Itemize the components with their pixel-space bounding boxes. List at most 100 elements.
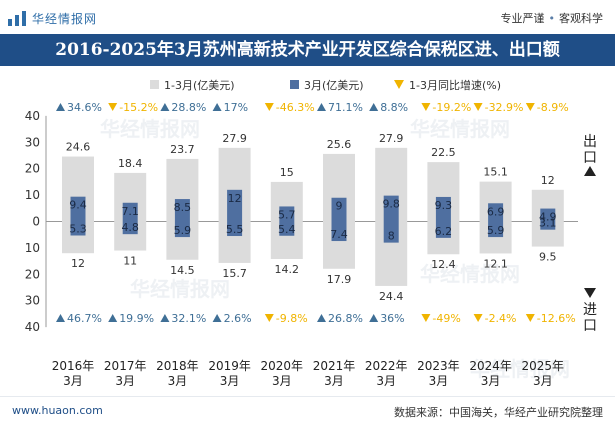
export-growth-triangle-icon-4 (264, 103, 274, 111)
bar-import-month-7 (435, 221, 451, 238)
label-export-cumulative-8: 15.1 (483, 166, 508, 179)
label-import-month-8: 5.9 (487, 224, 505, 237)
y-tick-label-0: 40 (25, 109, 40, 123)
x-tick-label-year-4: 2020年 (261, 359, 304, 373)
label-import-month-6: 8 (388, 230, 395, 243)
bar-export-month-6 (383, 195, 399, 222)
label-export-month-2: 8.5 (174, 201, 192, 214)
y-tick-label-2: 20 (25, 162, 40, 176)
legend-label-month: 3月(亿美元) (304, 79, 364, 92)
import-growth-triangle-icon-8 (473, 314, 483, 322)
label-export-cumulative-6: 27.9 (379, 132, 404, 145)
import-growth-triangle-icon-7 (421, 314, 431, 322)
brand-logo-icon (8, 11, 26, 26)
x-tick-label-year-6: 2022年 (365, 359, 408, 373)
label-import-cumulative-5: 17.9 (327, 273, 352, 286)
label-import-cumulative-4: 14.2 (275, 263, 300, 276)
tagline-left: 专业严谨 (500, 12, 545, 25)
label-export-cumulative-5: 25.6 (327, 138, 352, 151)
import-growth-triangle-icon-1 (108, 314, 118, 322)
label-import-cumulative-2: 14.5 (170, 264, 195, 277)
label-export-cumulative-7: 22.5 (431, 146, 456, 159)
top-bar: 华经情报网 专业严谨 • 客观科学 (0, 0, 615, 34)
export-growth-triangle-icon-1 (108, 103, 118, 111)
export-arrow-up-icon (584, 166, 596, 176)
side-label-export-char-0: 出 (583, 134, 597, 150)
y-tick-label-6: 20 (25, 267, 40, 281)
export-growth-label-9: -8.9% (537, 101, 569, 114)
export-growth-triangle-icon-9 (525, 103, 535, 111)
x-tick-label-year-5: 2021年 (313, 359, 356, 373)
export-growth-label-2: 28.8% (171, 101, 206, 114)
x-tick-label-month-7: 3月 (429, 374, 449, 388)
side-label-export-char-1: 口 (583, 150, 597, 166)
label-import-month-5: 7.4 (330, 228, 348, 241)
footer: www.huaon.com 数据来源：中国海关，华经产业研究院整理 (0, 396, 615, 428)
label-import-month-0: 5.3 (69, 222, 87, 235)
x-tick-label-month-1: 3月 (115, 374, 135, 388)
export-growth-label-3: 17% (224, 101, 248, 114)
import-growth-label-0: 46.7% (67, 312, 102, 325)
label-import-cumulative-0: 12 (71, 257, 85, 270)
label-import-month-2: 5.9 (174, 224, 192, 237)
watermark-3: 华经情报网 (420, 262, 520, 286)
bar-import-month-8 (488, 221, 504, 238)
label-import-month-7: 6.2 (435, 225, 453, 238)
import-growth-triangle-icon-5 (317, 314, 326, 322)
bar-import-month-1 (122, 221, 138, 235)
x-tick-label-month-6: 3月 (376, 374, 396, 388)
watermark-0: 华经情报网 (100, 117, 200, 141)
bar-export-month-2 (174, 199, 190, 222)
label-export-month-9: 4.9 (539, 211, 557, 224)
export-growth-triangle-icon-3 (212, 103, 222, 111)
export-growth-label-1: -15.2% (119, 101, 158, 114)
label-export-month-3: 12 (228, 192, 242, 205)
import-growth-label-7: -49% (432, 312, 460, 325)
bar-import-month-3 (227, 221, 243, 237)
label-export-cumulative-2: 23.7 (170, 143, 195, 156)
import-growth-triangle-icon-3 (212, 314, 222, 322)
label-export-cumulative-4: 15 (280, 166, 294, 179)
side-label-import-char-0: 进 (583, 302, 597, 318)
label-import-month-9: 3.1 (539, 217, 557, 230)
export-growth-triangle-icon-7 (421, 103, 431, 111)
label-export-cumulative-1: 18.4 (118, 157, 143, 170)
watermark-1: 华经情报网 (410, 117, 510, 141)
import-growth-label-6: 36% (380, 312, 404, 325)
legend-label-cumulative: 1-3月(亿美元) (164, 79, 235, 92)
label-export-cumulative-9: 12 (541, 174, 555, 187)
export-growth-triangle-icon-0 (56, 103, 65, 111)
x-tick-label-month-2: 3月 (168, 374, 188, 388)
x-tick-label-month-8: 3月 (481, 374, 501, 388)
x-tick-label-month-4: 3月 (272, 374, 292, 388)
x-tick-label-month-9: 3月 (533, 374, 553, 388)
import-growth-label-5: 26.8% (328, 312, 363, 325)
bar-import-month-2 (174, 221, 190, 238)
brand: 华经情报网 (8, 9, 97, 27)
bar-import-month-9 (540, 221, 556, 230)
x-tick-label-year-3: 2019年 (208, 359, 251, 373)
export-growth-triangle-icon-8 (473, 103, 483, 111)
y-tick-label-8: 40 (25, 320, 40, 334)
bar-export-month-3 (227, 189, 243, 222)
export-growth-label-6: 8.8% (380, 101, 408, 114)
legend-swatch-cumulative (150, 80, 159, 89)
x-tick-label-year-7: 2023年 (417, 359, 460, 373)
export-growth-label-0: 34.6% (67, 101, 102, 114)
label-import-month-3: 5.5 (226, 223, 244, 236)
label-export-month-7: 9.3 (435, 199, 453, 212)
import-growth-label-8: -2.4% (485, 312, 517, 325)
label-export-month-5: 9 (336, 200, 343, 213)
label-export-month-6: 9.8 (382, 198, 400, 211)
bar-export-month-4 (279, 206, 295, 222)
import-growth-triangle-icon-9 (525, 314, 535, 322)
legend-triangle-icon (394, 80, 404, 89)
label-export-cumulative-0: 24.6 (66, 141, 91, 154)
x-tick-label-month-0: 3月 (63, 374, 83, 388)
label-import-cumulative-7: 12.4 (431, 258, 456, 271)
bar-import-month-0 (70, 221, 86, 236)
label-import-month-1: 4.8 (121, 221, 139, 234)
chart-title: 2016-2025年3月苏州高新技术产业开发区综合保税区进、出口额 (55, 40, 560, 60)
import-arrow-down-icon (584, 288, 596, 298)
